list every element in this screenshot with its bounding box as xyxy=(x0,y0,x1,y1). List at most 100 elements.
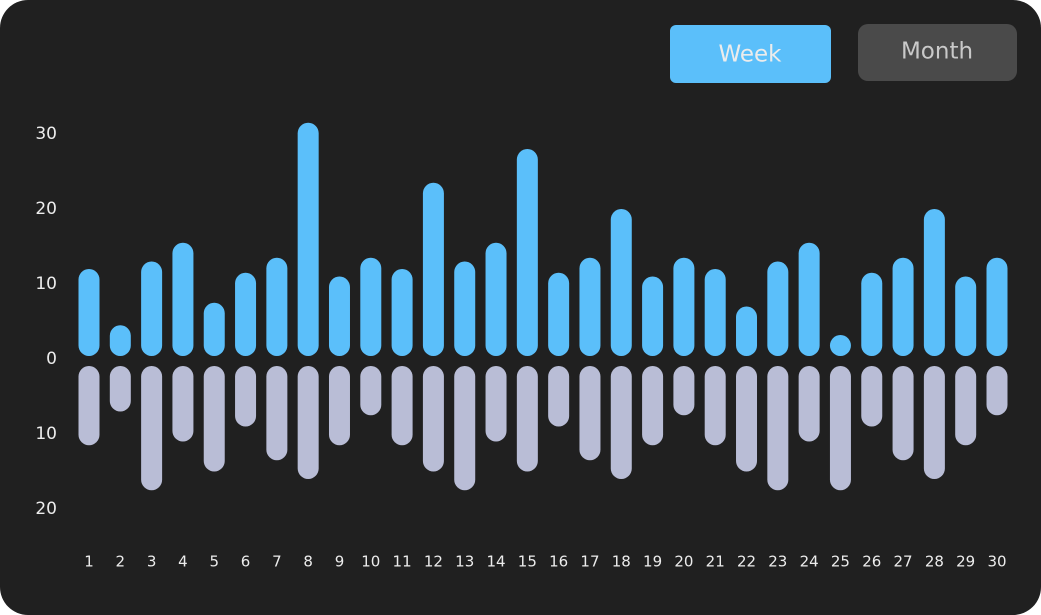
x-tick-label: 23 xyxy=(768,553,787,571)
x-tick-label: 10 xyxy=(361,553,380,571)
week-label[interactable]: Week xyxy=(718,42,782,68)
x-tick-label: 15 xyxy=(518,553,537,571)
bar xyxy=(955,366,977,446)
x-tick-label: 24 xyxy=(800,553,819,571)
bar xyxy=(704,269,726,356)
bar xyxy=(172,366,194,442)
x-tick-label: 17 xyxy=(580,553,599,571)
bar xyxy=(861,366,883,427)
bar xyxy=(328,366,350,446)
x-tick-label: 1 xyxy=(84,553,94,571)
x-tick-label: 22 xyxy=(737,553,756,571)
x-tick-label: 20 xyxy=(674,553,693,571)
bar xyxy=(109,366,131,412)
bar xyxy=(516,366,538,472)
bar xyxy=(892,257,914,356)
bar xyxy=(610,209,632,356)
bar xyxy=(360,366,382,416)
x-tick-label: 18 xyxy=(612,553,631,571)
bar xyxy=(516,149,538,356)
bar xyxy=(454,366,476,491)
x-tick-label: 4 xyxy=(178,553,188,571)
bar xyxy=(391,366,413,446)
bar xyxy=(391,269,413,356)
x-tick-label: 8 xyxy=(303,553,313,571)
bar xyxy=(673,257,695,356)
bar xyxy=(736,366,758,472)
x-tick-label: 28 xyxy=(925,553,944,571)
month-button-bg[interactable] xyxy=(858,24,1017,81)
bar xyxy=(642,276,664,356)
x-tick-label: 29 xyxy=(956,553,975,571)
bar xyxy=(172,242,194,356)
y-tick-label: 20 xyxy=(35,199,57,219)
bar xyxy=(673,366,695,416)
bar xyxy=(297,366,319,479)
month-button[interactable]: Month xyxy=(858,24,1017,81)
bar xyxy=(923,366,945,479)
bar xyxy=(203,366,225,472)
x-tick-label: 19 xyxy=(643,553,662,571)
week-button[interactable]: Week xyxy=(670,25,831,83)
month-label[interactable]: Month xyxy=(901,39,973,65)
y-tick-label: 20 xyxy=(35,499,57,519)
bar xyxy=(986,366,1008,416)
bar xyxy=(642,366,664,446)
x-tick-label: 3 xyxy=(147,553,157,571)
bar xyxy=(923,209,945,356)
y-tick-label: 0 xyxy=(46,349,57,369)
x-tick-label: 21 xyxy=(706,553,725,571)
x-tick-label: 9 xyxy=(335,553,345,571)
bar xyxy=(798,242,820,356)
bar xyxy=(78,269,100,356)
bar xyxy=(892,366,914,461)
bar xyxy=(235,272,257,356)
bar xyxy=(297,122,319,356)
y-tick-label: 10 xyxy=(35,274,57,294)
week-button-bg[interactable] xyxy=(670,25,831,83)
bar xyxy=(986,257,1008,356)
bar xyxy=(767,366,789,491)
bar xyxy=(235,366,257,427)
bar xyxy=(203,302,225,356)
bar xyxy=(485,366,507,442)
bar xyxy=(328,276,350,356)
x-tick-label: 13 xyxy=(455,553,474,571)
bar xyxy=(109,325,131,356)
bar xyxy=(141,366,163,491)
bar xyxy=(767,261,789,356)
bar xyxy=(422,366,444,472)
bar xyxy=(78,366,100,446)
x-tick-label: 16 xyxy=(549,553,568,571)
bar xyxy=(454,261,476,356)
bar xyxy=(266,257,288,356)
bar xyxy=(829,366,851,491)
bar xyxy=(736,306,758,356)
x-tick-label: 7 xyxy=(272,553,282,571)
x-tick-label: 27 xyxy=(894,553,913,571)
bar xyxy=(610,366,632,479)
y-tick-label: 30 xyxy=(35,124,57,144)
x-tick-label: 12 xyxy=(424,553,443,571)
y-tick-label: 10 xyxy=(35,424,57,444)
x-tick-label: 14 xyxy=(486,553,505,571)
bar xyxy=(955,276,977,356)
bar xyxy=(579,366,601,461)
bar xyxy=(266,366,288,461)
bar xyxy=(829,335,851,356)
bar xyxy=(422,182,444,356)
bar xyxy=(861,272,883,356)
x-tick-label: 30 xyxy=(987,553,1006,571)
x-tick-label: 25 xyxy=(831,553,850,571)
bar xyxy=(548,272,570,356)
bar xyxy=(798,366,820,442)
bar xyxy=(579,257,601,356)
bar xyxy=(485,242,507,356)
bar xyxy=(704,366,726,446)
x-tick-label: 6 xyxy=(241,553,251,571)
x-tick-label: 2 xyxy=(116,553,126,571)
x-tick-label: 11 xyxy=(393,553,412,571)
x-tick-label: 26 xyxy=(862,553,881,571)
